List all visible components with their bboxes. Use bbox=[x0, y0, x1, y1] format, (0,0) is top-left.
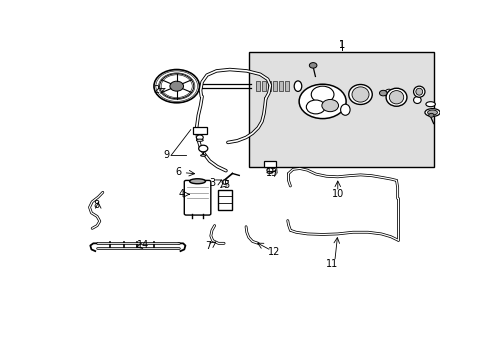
Ellipse shape bbox=[388, 91, 403, 104]
Ellipse shape bbox=[294, 81, 301, 91]
Ellipse shape bbox=[413, 86, 424, 97]
Circle shape bbox=[321, 99, 338, 112]
Text: 3: 3 bbox=[209, 178, 215, 188]
Ellipse shape bbox=[351, 87, 368, 102]
Circle shape bbox=[169, 81, 183, 91]
Ellipse shape bbox=[413, 96, 420, 103]
Circle shape bbox=[196, 135, 203, 140]
Text: 2: 2 bbox=[153, 85, 160, 95]
Bar bbox=[267, 81, 271, 91]
Text: 5: 5 bbox=[223, 180, 229, 190]
Ellipse shape bbox=[266, 171, 272, 174]
Circle shape bbox=[266, 168, 272, 172]
Ellipse shape bbox=[415, 88, 422, 95]
Circle shape bbox=[379, 90, 386, 96]
Bar bbox=[264, 161, 275, 167]
Text: 11: 11 bbox=[325, 258, 338, 269]
Circle shape bbox=[299, 84, 346, 118]
Ellipse shape bbox=[196, 139, 203, 141]
Bar bbox=[218, 190, 231, 210]
Text: 14: 14 bbox=[136, 240, 148, 250]
Text: 1: 1 bbox=[338, 40, 344, 50]
Text: 7: 7 bbox=[204, 240, 211, 251]
Text: 6: 6 bbox=[175, 167, 182, 177]
Circle shape bbox=[154, 69, 199, 103]
Bar bbox=[279, 81, 282, 91]
Circle shape bbox=[222, 180, 228, 184]
Ellipse shape bbox=[189, 179, 205, 184]
Ellipse shape bbox=[340, 104, 349, 115]
Ellipse shape bbox=[386, 88, 406, 106]
Circle shape bbox=[428, 113, 433, 117]
Text: 9: 9 bbox=[163, 150, 169, 161]
Bar bbox=[192, 127, 206, 134]
Ellipse shape bbox=[384, 89, 392, 97]
Circle shape bbox=[198, 145, 207, 152]
Text: 8: 8 bbox=[93, 199, 99, 210]
Ellipse shape bbox=[425, 102, 434, 107]
Text: 13: 13 bbox=[265, 168, 278, 178]
Circle shape bbox=[310, 86, 333, 103]
Circle shape bbox=[309, 63, 316, 68]
FancyBboxPatch shape bbox=[184, 180, 210, 215]
Ellipse shape bbox=[200, 155, 205, 156]
Text: 10: 10 bbox=[332, 189, 344, 199]
Text: 1: 1 bbox=[338, 40, 344, 50]
Ellipse shape bbox=[427, 110, 437, 115]
Bar bbox=[273, 81, 277, 91]
Bar bbox=[284, 81, 288, 91]
Bar bbox=[262, 81, 265, 91]
Text: 12: 12 bbox=[267, 247, 280, 257]
Ellipse shape bbox=[348, 85, 371, 104]
Bar bbox=[256, 81, 260, 91]
Bar bbox=[248, 51, 433, 167]
Ellipse shape bbox=[424, 109, 439, 116]
Text: 4: 4 bbox=[178, 189, 184, 199]
Circle shape bbox=[305, 100, 325, 114]
Circle shape bbox=[159, 74, 193, 99]
